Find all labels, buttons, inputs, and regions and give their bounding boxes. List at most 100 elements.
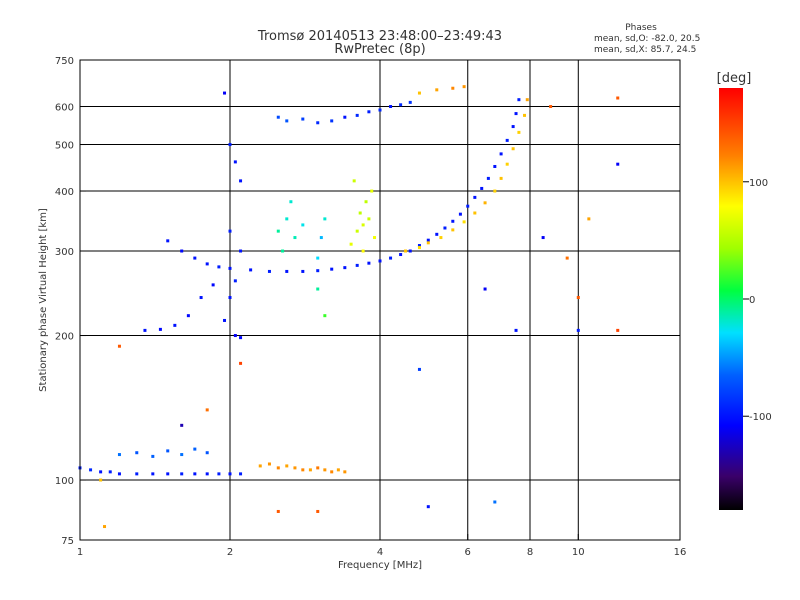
y-tick-label: 500 xyxy=(55,141,74,152)
data-point xyxy=(549,105,553,109)
data-point xyxy=(466,204,470,208)
data-point xyxy=(205,451,209,455)
chart-title: Tromsø 20140513 23:48:00–23:49:43 xyxy=(257,29,502,44)
data-point xyxy=(193,256,197,260)
data-point xyxy=(426,241,430,245)
data-point xyxy=(239,179,243,183)
data-point xyxy=(358,211,362,215)
grid-lines xyxy=(80,60,680,540)
data-point xyxy=(511,125,515,129)
data-point xyxy=(193,472,197,476)
data-point xyxy=(193,447,197,451)
data-point xyxy=(330,470,334,474)
data-point xyxy=(493,164,497,168)
data-point xyxy=(493,500,497,504)
data-point xyxy=(355,229,359,233)
data-point xyxy=(319,236,323,240)
x-tick-label: 1 xyxy=(77,547,83,558)
data-point xyxy=(276,115,280,119)
colorbar-label: [deg] xyxy=(717,71,752,86)
data-point xyxy=(276,466,280,470)
data-point xyxy=(239,249,243,253)
data-point xyxy=(276,509,280,513)
data-point xyxy=(399,253,403,257)
data-point xyxy=(443,226,447,230)
data-point xyxy=(228,296,232,300)
y-tick-label: 600 xyxy=(55,103,74,114)
phases-x-stats: mean, sd,X: 85.7, 24.5 xyxy=(594,45,696,55)
data-point xyxy=(267,462,271,466)
data-point xyxy=(435,232,439,236)
data-point xyxy=(451,219,455,223)
data-point xyxy=(199,296,203,300)
data-point xyxy=(285,217,289,221)
data-point xyxy=(499,152,503,156)
data-point xyxy=(451,86,455,90)
data-point xyxy=(249,268,253,272)
data-point xyxy=(135,472,139,476)
colorbar-tick-label: 100 xyxy=(749,178,768,189)
data-point xyxy=(349,242,353,246)
data-point xyxy=(143,328,147,332)
data-point xyxy=(426,505,430,509)
data-point xyxy=(330,267,334,271)
data-point xyxy=(99,470,103,474)
data-point xyxy=(435,88,439,92)
data-point xyxy=(361,223,365,227)
data-point xyxy=(367,261,371,265)
data-point xyxy=(228,472,232,476)
x-tick-label: 6 xyxy=(465,547,471,558)
data-point xyxy=(117,344,121,348)
data-point xyxy=(364,200,368,204)
data-point xyxy=(228,229,232,233)
data-point xyxy=(514,112,518,116)
y-axis-label: Stationary phase Virtual Height [km] xyxy=(38,208,49,392)
data-point xyxy=(205,262,209,266)
data-point xyxy=(223,318,227,322)
data-point xyxy=(451,228,455,232)
data-point xyxy=(499,176,503,180)
data-point xyxy=(217,265,221,269)
data-point xyxy=(239,336,243,340)
data-point xyxy=(378,108,382,112)
data-point xyxy=(417,91,421,95)
data-point xyxy=(151,472,155,476)
data-point xyxy=(367,110,371,114)
data-point xyxy=(180,249,184,253)
data-point xyxy=(180,423,184,427)
data-point xyxy=(616,162,620,166)
data-point xyxy=(285,464,289,468)
data-point xyxy=(108,470,112,474)
data-point xyxy=(370,189,374,193)
data-point xyxy=(228,266,232,270)
data-point xyxy=(276,229,280,233)
data-point xyxy=(389,105,393,109)
data-point xyxy=(323,314,327,318)
data-point xyxy=(180,453,184,457)
data-point xyxy=(301,468,305,472)
x-axis-ticks: 1 2 4 6 8 10 16 xyxy=(77,534,686,558)
chart-subtitle: RwPretec (8p) xyxy=(334,42,425,57)
data-point xyxy=(281,249,285,253)
data-point xyxy=(417,246,421,250)
data-point xyxy=(373,236,377,240)
data-point xyxy=(473,195,477,199)
data-point xyxy=(426,238,430,242)
data-point xyxy=(616,328,620,332)
data-point xyxy=(361,249,365,253)
data-point xyxy=(330,119,334,123)
data-point xyxy=(378,259,382,263)
data-point xyxy=(135,451,139,455)
data-point xyxy=(239,472,243,476)
data-point xyxy=(343,115,347,119)
data-point xyxy=(525,98,529,102)
data-point xyxy=(417,244,421,248)
data-point xyxy=(323,468,327,472)
data-point xyxy=(408,249,412,253)
data-point xyxy=(117,453,121,457)
data-point xyxy=(217,472,221,476)
data-point xyxy=(258,464,262,468)
data-point xyxy=(233,279,237,283)
data-point xyxy=(486,176,490,180)
data-point xyxy=(343,470,347,474)
